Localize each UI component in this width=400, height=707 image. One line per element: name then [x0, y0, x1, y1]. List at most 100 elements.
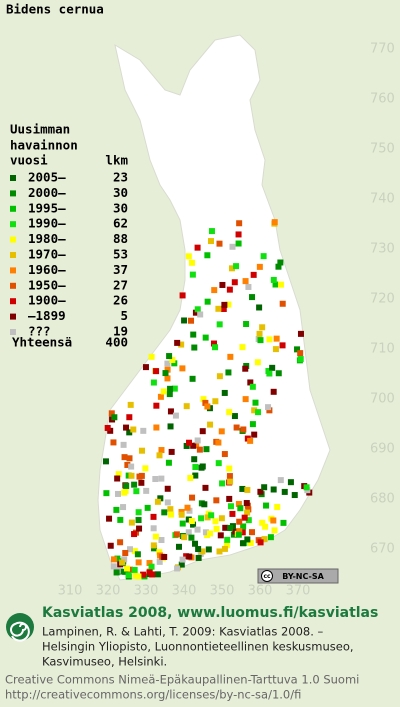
- legend-year-header: vuosi: [10, 153, 48, 168]
- observation-dot: [186, 553, 193, 560]
- observation-dot: [255, 409, 262, 416]
- observation-dot: [167, 408, 174, 415]
- observation-dot: [231, 413, 238, 420]
- legend-count: 5: [120, 308, 128, 323]
- legend-swatch: [10, 236, 16, 243]
- observation-dot: [211, 287, 218, 294]
- grid-x-label: 320: [96, 584, 121, 599]
- legend-heading: Uusimman: [10, 122, 70, 137]
- observation-dot: [126, 414, 133, 421]
- observation-dot: [142, 364, 149, 371]
- observation-dot: [240, 426, 247, 433]
- observation-dot: [215, 439, 222, 446]
- observation-dot: [235, 240, 242, 247]
- observation-dot: [190, 331, 197, 338]
- observation-dot: [240, 523, 247, 530]
- observation-dot: [158, 447, 165, 454]
- observation-dot: [153, 368, 160, 375]
- observation-dot: [200, 396, 207, 403]
- legend-count: 23: [113, 170, 128, 185]
- observation-dot: [123, 482, 130, 489]
- site-title: Kasviatlas 2008, www.luomus.fi/kasviatla…: [42, 605, 378, 621]
- observation-dot: [202, 399, 209, 406]
- observation-dot: [219, 480, 226, 487]
- observation-dot: [225, 301, 232, 308]
- observation-dot: [244, 486, 251, 493]
- observation-dot: [110, 439, 117, 446]
- legend-count: 27: [113, 277, 128, 292]
- observation-dot: [242, 278, 249, 285]
- observation-dot: [256, 304, 263, 311]
- observation-dot: [227, 524, 234, 531]
- observation-dot: [136, 473, 143, 480]
- observation-dot: [228, 265, 235, 272]
- observation-dot: [277, 259, 284, 266]
- observation-dot: [277, 281, 284, 288]
- observation-dot: [257, 539, 264, 546]
- legend-year: ???: [28, 324, 51, 339]
- observation-dot: [178, 341, 185, 348]
- legend-count: 30: [113, 200, 128, 215]
- observation-dot: [204, 403, 211, 410]
- observation-dot: [178, 511, 185, 518]
- observation-dot: [203, 446, 210, 453]
- observation-dot: [247, 539, 254, 546]
- observation-dot: [254, 359, 261, 366]
- observation-dot: [235, 531, 242, 538]
- legend-swatch: [10, 298, 16, 305]
- observation-dot: [111, 414, 118, 421]
- observation-dot: [249, 383, 256, 390]
- observation-dot: [171, 385, 178, 392]
- observation-dot: [189, 259, 196, 266]
- legend-swatch: [10, 221, 16, 228]
- observation-dot: [208, 512, 215, 519]
- observation-dot: [221, 451, 228, 458]
- observation-dot: [131, 531, 138, 538]
- observation-dot: [197, 311, 204, 318]
- grid-y-label: 690: [370, 442, 395, 457]
- observation-dot: [192, 540, 199, 547]
- logo: [6, 613, 34, 642]
- legend-year: 2005–: [28, 170, 66, 185]
- grid-x-label: 370: [286, 584, 311, 599]
- observation-dot: [150, 513, 157, 520]
- observation-dot: [156, 452, 163, 459]
- observation-dot: [150, 379, 157, 386]
- observation-dot: [106, 515, 113, 522]
- observation-dot: [140, 427, 147, 434]
- observation-dot: [245, 283, 252, 290]
- observation-dot: [126, 546, 133, 553]
- observation-dot: [122, 549, 129, 556]
- legend-year: 1990–: [28, 216, 66, 231]
- observation-dot: [226, 495, 233, 502]
- license-badge: cc BY-NC-SA: [257, 568, 339, 584]
- observation-dot: [127, 401, 134, 408]
- observation-dot: [157, 393, 164, 400]
- observation-dot: [216, 548, 223, 555]
- observation-dot: [179, 556, 186, 563]
- observation-dot: [241, 514, 248, 521]
- observation-dot: [131, 481, 138, 488]
- observation-dot: [249, 421, 256, 428]
- grid-y-label: 720: [370, 292, 395, 307]
- observation-dot: [213, 497, 220, 504]
- legend-count: 30: [113, 185, 128, 200]
- observation-dot: [216, 321, 223, 328]
- observation-dot: [261, 536, 268, 543]
- observation-dot: [297, 356, 304, 363]
- legend-count: 37: [113, 262, 128, 277]
- observation-dot: [205, 546, 212, 553]
- observation-dot: [274, 503, 281, 510]
- observation-dot: [122, 487, 129, 494]
- observation-dot: [266, 336, 273, 343]
- observation-dot: [224, 536, 231, 543]
- observation-dot: [157, 495, 164, 502]
- observation-dot: [136, 525, 143, 532]
- legend-swatch: [10, 329, 16, 335]
- observation-dot: [221, 545, 228, 552]
- observation-dot: [199, 428, 206, 435]
- observation-dot: [120, 441, 127, 448]
- observation-dot: [123, 424, 130, 431]
- observation-dot: [128, 463, 135, 470]
- observation-dot: [135, 509, 142, 516]
